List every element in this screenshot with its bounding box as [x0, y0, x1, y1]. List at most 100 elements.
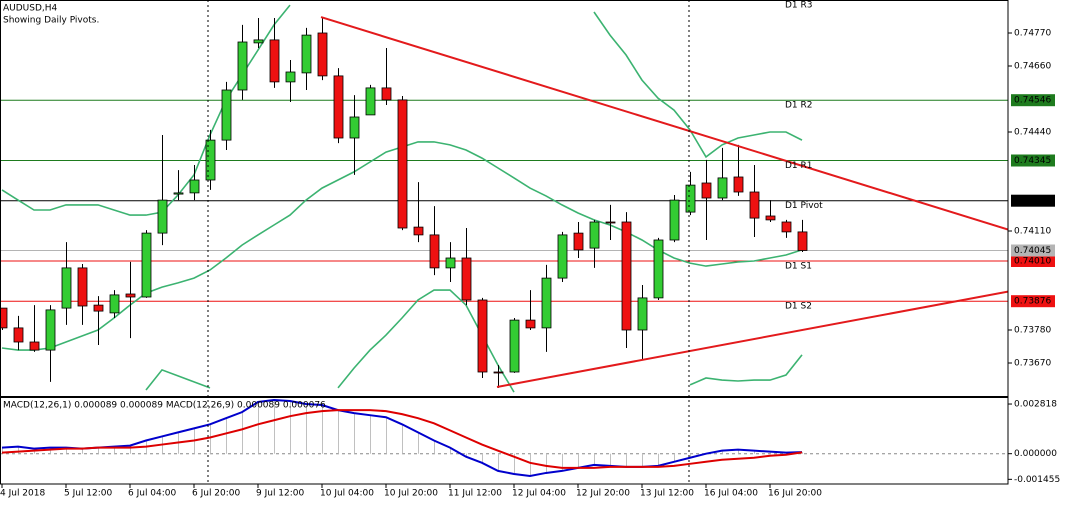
candle-body — [637, 297, 648, 331]
x-tick-label: 16 Jul 04:00 — [704, 489, 758, 499]
y-tick-label: 0.73670 — [1014, 359, 1051, 369]
candle-body — [765, 215, 776, 221]
candle-body — [365, 87, 376, 116]
candle-body — [669, 199, 680, 241]
candle-body — [61, 267, 72, 309]
candle-body — [189, 179, 200, 194]
candle-body — [701, 182, 712, 199]
candle-body — [381, 87, 392, 101]
pivot-price-box — [1011, 194, 1055, 207]
x-tick-label: 16 Jul 20:00 — [768, 489, 822, 499]
candle-body — [141, 232, 152, 298]
candle-body — [717, 177, 728, 199]
pivot-name: D1 S1 — [785, 262, 812, 272]
pivot-price-label: 0.74546 — [1014, 96, 1051, 106]
candle-body — [173, 192, 184, 195]
subtitle: Showing Daily Pivots. — [3, 16, 99, 26]
price-panel — [0, 0, 1008, 393]
y-tick-label: 0.74110 — [1014, 227, 1051, 237]
candle-body — [29, 341, 40, 351]
macd-panel — [0, 398, 1008, 477]
candle-body — [493, 371, 504, 374]
candle-body — [13, 327, 24, 343]
pivot-price-label: 0.73876 — [1014, 297, 1051, 307]
pivot-name: D1 Pivot — [785, 201, 823, 211]
candle-body — [525, 319, 536, 329]
candle-body — [317, 32, 328, 77]
price-panel-border — [0, 0, 1009, 397]
pivot-price-label: 0.74010 — [1014, 257, 1051, 267]
candle-body — [589, 221, 600, 249]
y-tick-label: 0.000000 — [1014, 449, 1057, 459]
y-tick-label: 0.73780 — [1014, 326, 1051, 336]
y-tick-label: 0.74770 — [1014, 29, 1051, 39]
pivot-price-box — [1011, 154, 1055, 167]
candle-body — [301, 34, 312, 74]
candle-body — [253, 39, 264, 44]
candle-body — [749, 191, 760, 219]
candle-body — [781, 221, 792, 233]
candle-body — [461, 257, 472, 301]
candle-body — [541, 277, 552, 329]
pivot-name: D1 S2 — [785, 302, 812, 312]
x-tick-label: 10 Jul 20:00 — [384, 489, 438, 499]
candle-body — [109, 294, 120, 314]
x-tick-label: 6 Jul 04:00 — [128, 489, 177, 499]
macd-line — [1, 398, 803, 477]
candle-body — [269, 39, 280, 83]
x-tick-label: 6 Jul 20:00 — [192, 489, 241, 499]
symbol-title: AUDUSD,H4 — [3, 4, 58, 14]
x-tick-label: 4 Jul 2018 — [0, 489, 45, 499]
trendline — [496, 290, 1008, 388]
pivot-price-box — [1011, 94, 1055, 107]
pivot-price-label: 0.74211 — [1014, 196, 1051, 206]
candle-body — [157, 199, 168, 234]
x-tick-label: 9 Jul 12:00 — [256, 489, 305, 499]
y-tick-label: -0.001455 — [1014, 475, 1060, 485]
candle-body — [445, 257, 456, 269]
candle-body — [0, 307, 8, 329]
candle-body — [573, 232, 584, 251]
y-tick-label: 0.74660 — [1014, 62, 1051, 72]
current-price-label: 0.74045 — [1014, 246, 1051, 256]
candle-body — [429, 234, 440, 269]
candle-body — [685, 184, 696, 213]
macd-panel-border — [0, 397, 1009, 485]
candle-body — [605, 221, 616, 224]
candle-body — [125, 293, 136, 298]
pivot-price-box — [1011, 255, 1055, 267]
pivot-price-box — [1011, 295, 1055, 308]
x-tick-label: 10 Jul 04:00 — [320, 489, 374, 499]
current-price-box — [1011, 244, 1055, 257]
candle-body — [733, 176, 744, 193]
candle-body — [285, 71, 296, 83]
candle-body — [77, 267, 88, 307]
candle-body — [509, 319, 520, 373]
candle-body — [93, 304, 104, 312]
macd-line — [1, 409, 803, 469]
candle-body — [797, 231, 808, 251]
candle-body — [397, 99, 408, 229]
y-tick-label: 0.002818 — [1014, 400, 1057, 410]
candle-body — [653, 239, 664, 299]
candle-body — [621, 221, 632, 331]
candle-body — [237, 41, 248, 91]
candle-body — [205, 139, 216, 181]
x-tick-label: 11 Jul 12:00 — [448, 489, 502, 499]
candle-body — [221, 89, 232, 141]
candle-body — [557, 234, 568, 279]
candle-body — [413, 226, 424, 236]
y-tick-label: 0.74440 — [1014, 128, 1051, 138]
pivot-name: D1 R3 — [785, 1, 813, 11]
macd-title: MACD(12,26,1) 0.000089 0.000089 MACD(12,… — [3, 401, 326, 411]
candle-body — [477, 299, 488, 373]
x-tick-label: 5 Jul 12:00 — [64, 489, 113, 499]
x-tick-label: 12 Jul 04:00 — [512, 489, 566, 499]
x-tick-label: 12 Jul 20:00 — [576, 489, 630, 499]
trendline — [320, 16, 1008, 231]
pivot-name: D1 R1 — [785, 161, 813, 171]
pivot-price-label: 0.74345 — [1014, 156, 1051, 166]
